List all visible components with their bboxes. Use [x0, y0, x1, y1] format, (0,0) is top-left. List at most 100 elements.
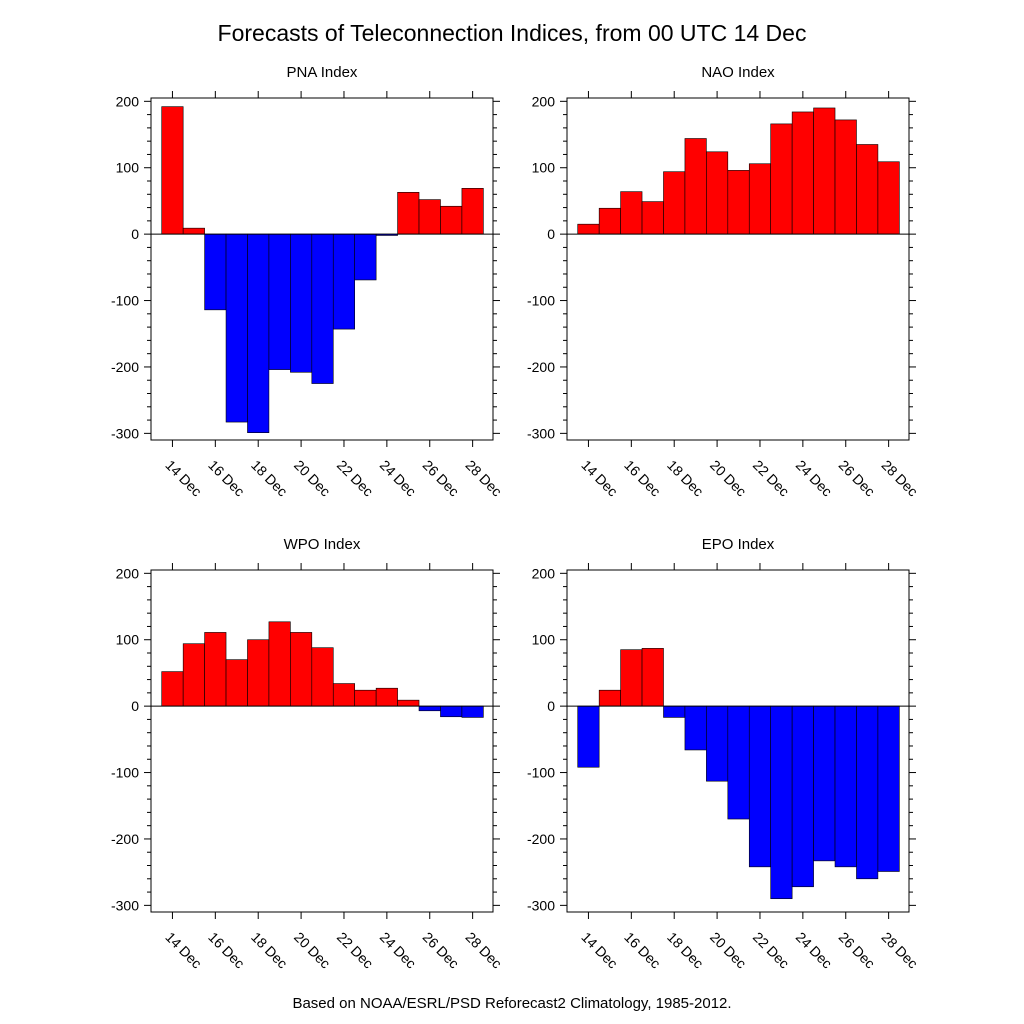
y-tick-label: -200 — [111, 831, 139, 847]
y-tick-label: 0 — [131, 698, 139, 714]
x-tick-label: 18 Dec — [664, 929, 707, 972]
bar — [748, 705, 771, 868]
bar — [727, 170, 750, 235]
y-tick-label: -300 — [527, 425, 555, 441]
bar — [706, 705, 729, 782]
bar — [770, 123, 793, 235]
x-tick-label: 26 Dec — [420, 929, 463, 972]
bar — [311, 647, 334, 707]
y-tick-label: -100 — [111, 293, 139, 309]
panel-title: PNA Index — [287, 64, 358, 81]
x-tick-label: 24 Dec — [377, 457, 420, 500]
x-tick-label: 22 Dec — [750, 457, 793, 500]
bar — [225, 659, 248, 707]
x-tick-label: 28 Dec — [879, 457, 922, 500]
bar — [813, 107, 836, 235]
y-tick-label: -100 — [527, 293, 555, 309]
x-tick-label: 24 Dec — [377, 929, 420, 972]
bar — [311, 233, 334, 384]
bar — [577, 223, 600, 235]
y-tick-label: 200 — [532, 93, 556, 109]
y-tick-label: -300 — [111, 897, 139, 913]
bar — [247, 233, 270, 433]
x-tick-label: 28 Dec — [463, 457, 506, 500]
plot-frame — [150, 97, 494, 441]
bar — [161, 671, 184, 707]
y-tick-label: -200 — [111, 359, 139, 375]
y-tick-label: 200 — [532, 565, 556, 581]
bar — [598, 207, 621, 235]
x-tick-label: 24 Dec — [793, 929, 836, 972]
bar — [663, 705, 686, 718]
x-tick-label: 20 Dec — [291, 457, 334, 500]
x-tick-label: 26 Dec — [836, 929, 879, 972]
bar — [706, 151, 729, 235]
figure-title: Forecasts of Teleconnection Indices, fro… — [218, 20, 807, 46]
bar — [247, 639, 270, 707]
plot-frame — [150, 569, 494, 913]
bar — [620, 191, 643, 235]
y-tick-label: 200 — [116, 565, 140, 581]
bar — [641, 201, 664, 235]
x-tick-label: 14 Dec — [578, 457, 621, 500]
panel-wpo-index: WPO Index 200 100 0 -100 -200 -300 14 Dec 16 Dec… — [111, 536, 505, 971]
bar — [440, 205, 463, 235]
x-tick-label: 18 Dec — [248, 457, 291, 500]
bar — [182, 643, 205, 707]
y-tick-label: -300 — [111, 425, 139, 441]
bar — [577, 705, 600, 768]
plot-frame — [566, 569, 910, 913]
y-tick-label: 100 — [116, 160, 140, 176]
bar — [290, 632, 313, 707]
y-tick-label: 0 — [547, 698, 555, 714]
bar — [440, 705, 463, 718]
bar — [418, 705, 441, 712]
bar — [418, 199, 441, 235]
x-tick-label: 22 Dec — [750, 929, 793, 972]
bar — [461, 188, 484, 235]
bar — [684, 705, 707, 751]
y-tick-label: 100 — [116, 632, 140, 648]
x-tick-label: 22 Dec — [334, 457, 377, 500]
bar — [397, 699, 420, 707]
x-tick-label: 14 Dec — [578, 929, 621, 972]
x-tick-label: 20 Dec — [291, 929, 334, 972]
bar — [332, 233, 355, 330]
figure-footer: Based on NOAA/ESRL/PSD Reforecast2 Clima… — [292, 995, 731, 1012]
bar — [791, 111, 814, 235]
bar — [204, 233, 227, 311]
bar — [770, 705, 793, 900]
bar — [856, 705, 879, 880]
y-tick-label: -200 — [527, 831, 555, 847]
bar — [877, 705, 900, 872]
bar — [268, 233, 291, 370]
panel-epo-index: EPO Index 200 100 0 -100 -200 -300 14 Dec 16 Dec… — [527, 536, 921, 971]
x-tick-label: 18 Dec — [248, 929, 291, 972]
x-tick-label: 14 Dec — [162, 457, 205, 500]
x-tick-label: 18 Dec — [664, 457, 707, 500]
bar — [834, 705, 857, 868]
bar — [332, 683, 355, 707]
bar — [813, 705, 836, 862]
x-tick-label: 20 Dec — [707, 457, 750, 500]
bar — [684, 138, 707, 235]
panel-pna-index: PNA Index 200 100 0 -100 -200 -300 14 Dec 16 Dec… — [111, 64, 505, 499]
x-tick-label: 28 Dec — [879, 929, 922, 972]
x-tick-label: 16 Dec — [205, 929, 248, 972]
bar — [290, 233, 313, 373]
bar — [748, 163, 771, 235]
bar — [856, 144, 879, 235]
bar — [161, 106, 184, 235]
bar — [791, 705, 814, 888]
panel-nao-index: NAO Index 200 100 0 -100 -200 -300 14 Dec 16 Dec… — [527, 64, 921, 499]
bar — [727, 705, 750, 820]
x-tick-label: 20 Dec — [707, 929, 750, 972]
panel-title: WPO Index — [284, 536, 361, 553]
bar — [834, 119, 857, 235]
panel-title: NAO Index — [701, 64, 775, 81]
panel-title: EPO Index — [702, 536, 775, 553]
y-tick-label: -200 — [527, 359, 555, 375]
x-tick-label: 16 Dec — [205, 457, 248, 500]
x-tick-label: 16 Dec — [621, 457, 664, 500]
x-tick-label: 24 Dec — [793, 457, 836, 500]
